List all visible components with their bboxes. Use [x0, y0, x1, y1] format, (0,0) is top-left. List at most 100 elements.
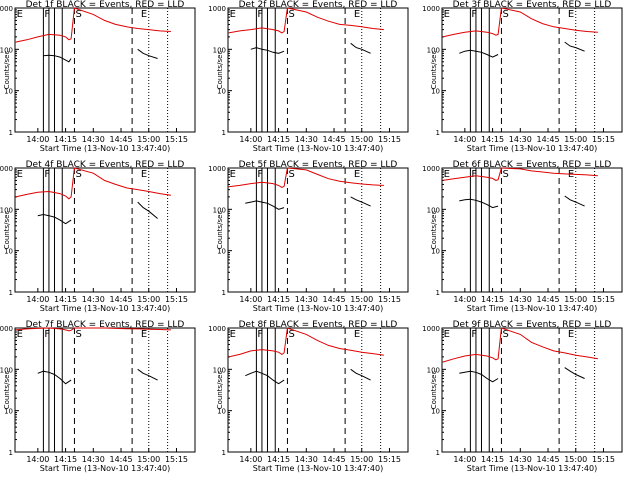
x-tick-label: 14:15 — [481, 455, 504, 464]
y-tick-label: 100 — [427, 366, 440, 374]
y-tick-label: 1000 — [0, 5, 13, 13]
y-tick-label: 10 — [431, 248, 440, 256]
x-tick-label: 15:00 — [137, 455, 160, 464]
panel-7: Det 7f BLACK = Events, RED = LLD 1 10 100 10… — [0, 320, 196, 473]
lld-line — [442, 7, 598, 38]
event-marker: F — [44, 9, 50, 20]
events-line — [245, 196, 371, 210]
y-tick-label: 1000 — [208, 165, 226, 173]
x-tick-label: 14:45 — [322, 135, 345, 144]
x-tick-label: 14:30 — [509, 455, 532, 464]
x-tick-label: 14:30 — [295, 135, 318, 144]
x-axis-label: Start Time (13-Nov-10 13:47:40) — [40, 304, 170, 313]
y-tick-label: 1000 — [422, 5, 440, 13]
events-line — [459, 367, 585, 383]
y-axis-label: Counts/sec — [430, 211, 438, 250]
plot-frame — [441, 7, 623, 133]
lld-line — [15, 167, 171, 200]
plot-frame — [14, 167, 196, 293]
x-tick-label: 14:30 — [82, 135, 105, 144]
events-line — [459, 41, 585, 58]
panel-title: Det 9f BLACK = Events, RED = LLD — [453, 320, 612, 330]
y-tick-label: 10 — [431, 88, 440, 96]
panel-5: Det 5f BLACK = Events, RED = LLD 1 10 100 10… — [208, 160, 409, 313]
y-tick-label: 1 — [436, 289, 440, 297]
y-axis-label: Counts/sec — [3, 51, 11, 90]
y-tick-label: 1000 — [0, 165, 13, 173]
event-marker: E — [141, 329, 147, 340]
x-tick-label: 14:30 — [82, 455, 105, 464]
x-tick-label: 14:30 — [82, 295, 105, 304]
y-axis-label: Counts/sec — [3, 371, 11, 410]
y-axis-label: Counts/sec — [216, 371, 224, 410]
event-marker: E — [17, 9, 23, 20]
x-tick-label: 15:15 — [378, 135, 401, 144]
event-marker: S — [288, 329, 294, 340]
y-tick-label: 1 — [436, 129, 440, 137]
y-tick-label: 100 — [213, 46, 226, 54]
y-tick-label: 10 — [217, 408, 226, 416]
x-tick-label: 14:45 — [109, 455, 132, 464]
x-tick-label: 15:15 — [592, 455, 615, 464]
events-line — [37, 201, 158, 225]
event-marker: E — [230, 169, 236, 180]
y-tick-label: 10 — [431, 408, 440, 416]
x-axis-label: Start Time (13-Nov-10 13:47:40) — [467, 464, 597, 473]
y-tick-label: 1000 — [422, 165, 440, 173]
events-line — [43, 48, 158, 63]
panel-9: Det 9f BLACK = Events, RED = LLD 1 10 100 10… — [422, 320, 623, 473]
event-marker: F — [471, 329, 477, 340]
panel-3: Det 3f BLACK = Events, RED = LLD 1 10 100 10… — [422, 0, 623, 153]
event-marker: E — [230, 329, 236, 340]
event-marker: F — [257, 329, 263, 340]
panel-6: Det 6f BLACK = Events, RED = LLD 1 10 100 10… — [422, 160, 623, 313]
lld-line — [228, 7, 384, 34]
panel-title: Det 8f BLACK = Events, RED = LLD — [239, 320, 398, 330]
event-marker: F — [257, 169, 263, 180]
y-tick-label: 10 — [4, 408, 13, 416]
y-tick-label: 1000 — [0, 325, 13, 333]
event-marker: S — [502, 9, 508, 20]
plot-frame — [227, 167, 409, 293]
y-axis-label: Counts/sec — [3, 211, 11, 250]
x-tick-label: 14:15 — [481, 135, 504, 144]
x-tick-label: 14:45 — [536, 455, 559, 464]
panel-1: Det 1f BLACK = Events, RED = LLD 1 10 100 10… — [0, 0, 196, 153]
x-tick-label: 15:00 — [137, 135, 160, 144]
event-marker: E — [444, 9, 450, 20]
event-marker: F — [44, 329, 50, 340]
x-tick-label: 15:15 — [378, 455, 401, 464]
x-axis-label: Start Time (13-Nov-10 13:47:40) — [40, 464, 170, 473]
lld-line — [228, 327, 384, 358]
x-tick-label: 14:45 — [322, 295, 345, 304]
y-tick-label: 100 — [213, 366, 226, 374]
event-marker: E — [17, 329, 23, 340]
x-tick-label: 14:45 — [109, 135, 132, 144]
events-line — [37, 368, 158, 385]
event-marker: F — [471, 9, 477, 20]
x-tick-label: 14:15 — [267, 135, 290, 144]
x-tick-label: 14:15 — [54, 135, 77, 144]
y-tick-label: 100 — [427, 206, 440, 214]
event-marker: S — [502, 169, 508, 180]
y-tick-label: 100 — [213, 206, 226, 214]
y-tick-label: 10 — [217, 248, 226, 256]
event-marker: E — [354, 9, 360, 20]
x-tick-label: 15:15 — [592, 295, 615, 304]
x-tick-label: 14:00 — [453, 135, 476, 144]
y-tick-label: 100 — [0, 206, 13, 214]
x-tick-label: 15:00 — [564, 135, 587, 144]
plot-frame — [14, 7, 196, 133]
y-axis-label: Counts/sec — [430, 371, 438, 410]
x-tick-label: 15:00 — [564, 295, 587, 304]
x-axis-label: Start Time (13-Nov-10 13:47:40) — [253, 304, 383, 313]
x-tick-label: 14:45 — [109, 295, 132, 304]
x-tick-label: 14:00 — [239, 455, 262, 464]
lld-line — [442, 327, 598, 363]
y-tick-label: 1 — [9, 129, 13, 137]
x-tick-label: 14:00 — [26, 135, 49, 144]
x-axis-label: Start Time (13-Nov-10 13:47:40) — [40, 144, 170, 153]
y-tick-label: 1 — [222, 129, 226, 137]
x-tick-label: 15:15 — [165, 135, 188, 144]
